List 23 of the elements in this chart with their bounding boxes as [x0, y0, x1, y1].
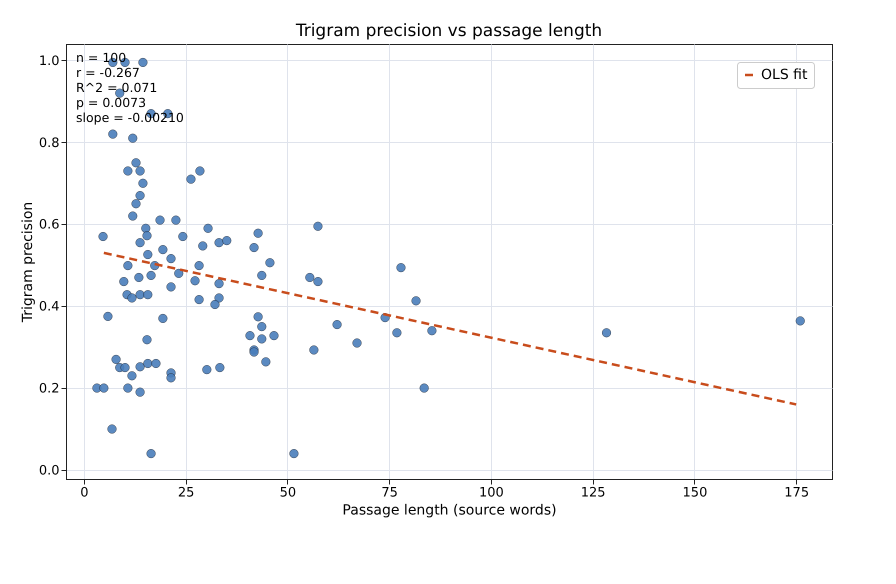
y-tick-label: 0.6 — [38, 218, 60, 233]
x-tick-label: 125 — [580, 486, 606, 500]
x-tick-label: 100 — [479, 486, 504, 500]
x-axis-title: Passage length (source words) — [342, 502, 557, 518]
x-tick-label: 75 — [381, 486, 398, 500]
x-tick-label: 50 — [280, 486, 296, 500]
annotation: slope = -0.00210 — [76, 110, 184, 125]
y-tick-label: 0.2 — [38, 382, 60, 397]
y-tick-label: 0.4 — [38, 300, 60, 315]
annotation: R^2 = 0.071 — [76, 80, 158, 95]
annotation: r = -0.267 — [76, 65, 140, 80]
y-tick-label: 1.0 — [38, 54, 60, 69]
legend-label: OLS fit — [761, 67, 808, 83]
chart-title: Trigram precision vs passage length — [294, 21, 602, 41]
x-tick-label: 175 — [784, 486, 810, 500]
y-tick-label: 0.0 — [38, 463, 60, 478]
x-tick-label: 150 — [682, 486, 708, 500]
annotation: n = 100 — [76, 50, 126, 65]
y-tick-label: 0.8 — [38, 136, 60, 151]
annotation: p = 0.0073 — [76, 95, 146, 110]
x-tick-label: 0 — [80, 486, 89, 500]
x-tick-label: 25 — [178, 486, 194, 500]
y-axis-title: Trigram precision — [20, 202, 36, 324]
